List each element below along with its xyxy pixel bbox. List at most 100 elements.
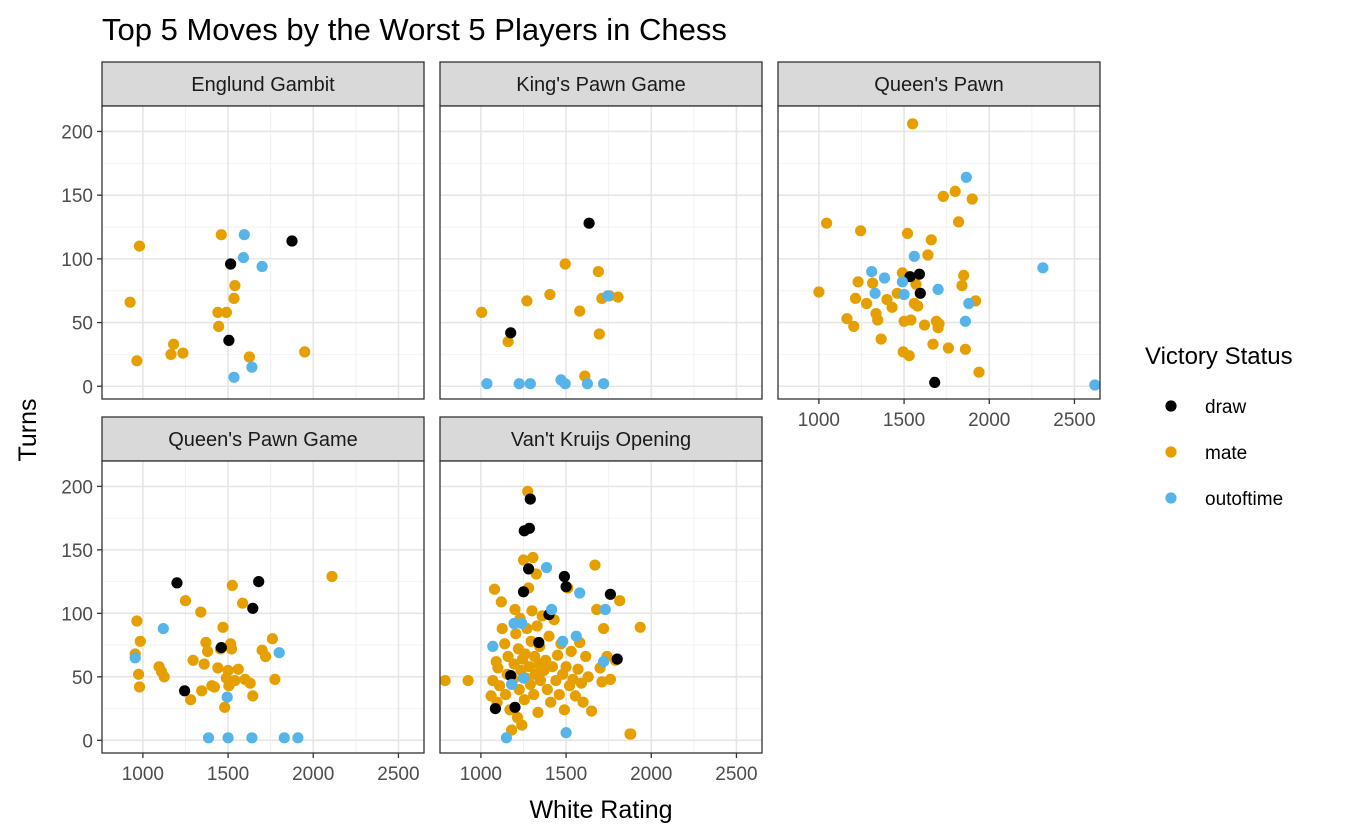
y-tick-label: 100: [61, 604, 93, 625]
facet-strip-label: Van't Kruijs Opening: [511, 429, 691, 451]
point-mate: [439, 675, 451, 687]
point-draw: [223, 334, 235, 346]
point-outoftime: [508, 617, 520, 630]
point-draw: [253, 576, 265, 588]
point-draw: [560, 581, 572, 593]
legend: Victory Status draw mate outoftime: [1145, 343, 1293, 510]
point-mate: [165, 348, 177, 360]
point-mate: [973, 366, 985, 378]
point-mate: [867, 277, 879, 289]
x-tick-label: 1500: [545, 764, 587, 785]
points-queen-s-pawn: [813, 118, 1101, 391]
point-mate: [225, 643, 238, 655]
point-mate: [949, 185, 961, 197]
point-mate: [509, 603, 521, 616]
plot-area: [102, 461, 424, 753]
point-mate: [910, 278, 922, 290]
x-tick-label: 1500: [207, 764, 249, 785]
facet-strip-label: Queen's Pawn: [874, 74, 1003, 96]
point-outoftime: [570, 630, 582, 642]
point-mate: [247, 690, 259, 702]
point-draw: [604, 588, 617, 600]
x-tick-label: 2500: [377, 764, 419, 785]
point-draw: [286, 235, 298, 247]
point-draw: [611, 653, 623, 665]
point-mate: [872, 314, 884, 326]
point-draw: [505, 670, 517, 682]
point-mate: [502, 650, 514, 663]
point-mate: [841, 313, 853, 325]
point-outoftime: [481, 378, 493, 390]
point-mate: [942, 342, 955, 354]
point-mate: [559, 258, 571, 270]
point-mate: [528, 689, 540, 701]
point-mate: [518, 694, 530, 706]
point-mate: [212, 306, 224, 318]
point-mate: [517, 554, 530, 566]
point-draw: [914, 287, 926, 299]
point-mate: [543, 630, 555, 642]
point-mate: [179, 595, 192, 607]
point-outoftime: [516, 617, 528, 630]
point-mate: [558, 704, 571, 716]
point-draw: [505, 327, 517, 339]
x-axis-label: White Rating: [529, 796, 672, 824]
point-mate: [228, 292, 240, 304]
point-mate: [596, 676, 608, 688]
point-outoftime: [581, 378, 594, 390]
point-outoftime: [237, 252, 249, 264]
point-outoftime: [599, 603, 611, 616]
point-outoftime: [129, 652, 141, 664]
point-draw: [247, 602, 259, 614]
panel-van-t-kruijs-opening: Van't Kruijs Opening 1000 1500 2000 2500: [439, 416, 763, 785]
point-outoftime: [540, 562, 553, 574]
point-outoftime: [960, 171, 972, 183]
points-van-t-kruijs-opening: [439, 485, 646, 744]
y-tick-label: 200: [61, 122, 93, 143]
point-mate: [195, 606, 207, 618]
y-tick-label: 0: [82, 377, 93, 398]
legend-key-outoftime: [1165, 492, 1177, 504]
point-outoftime: [557, 635, 569, 647]
point-mate: [912, 300, 924, 312]
point-mate: [208, 681, 220, 693]
point-mate: [907, 118, 919, 130]
point-mate: [476, 306, 488, 318]
point-mate: [215, 229, 227, 241]
point-mate: [927, 338, 939, 350]
y-tick-label: 50: [72, 668, 93, 689]
point-mate: [532, 706, 544, 719]
panel-englund-gambit: Englund Gambit 0 50 100 150 200: [61, 61, 425, 400]
point-mate: [580, 650, 592, 663]
chart-title: Top 5 Moves by the Worst 5 Players in Ch…: [102, 12, 727, 47]
y-tick-label: 100: [61, 250, 93, 271]
point-mate: [886, 301, 898, 313]
facet-strip: [777, 61, 1101, 107]
panel-king-s-pawn-game: King's Pawn Game: [439, 61, 763, 400]
point-mate: [852, 276, 864, 288]
x-tick-label: 1000: [122, 764, 164, 785]
points-queen-s-pawn-game: [129, 570, 338, 744]
legend-label-outoftime: outoftime: [1205, 489, 1283, 510]
point-mate: [237, 597, 249, 609]
point-mate: [219, 701, 231, 713]
point-mate: [494, 680, 506, 692]
point-outoftime: [487, 640, 499, 653]
point-mate: [918, 319, 931, 331]
legend-title: Victory Status: [1145, 343, 1293, 370]
point-mate: [222, 664, 234, 677]
points-englund-gambit: [124, 229, 311, 383]
point-mate: [202, 645, 214, 658]
legend-label-draw: draw: [1205, 397, 1246, 418]
point-mate: [521, 295, 533, 307]
point-mate: [593, 328, 605, 340]
facet-strip: [439, 61, 763, 107]
point-outoftime: [602, 290, 614, 302]
point-mate: [185, 694, 197, 706]
panel-border: [101, 460, 425, 754]
point-mate: [519, 648, 531, 660]
point-mate: [510, 628, 522, 640]
point-mate: [861, 297, 873, 310]
point-draw: [225, 258, 237, 270]
point-mate: [243, 351, 255, 363]
